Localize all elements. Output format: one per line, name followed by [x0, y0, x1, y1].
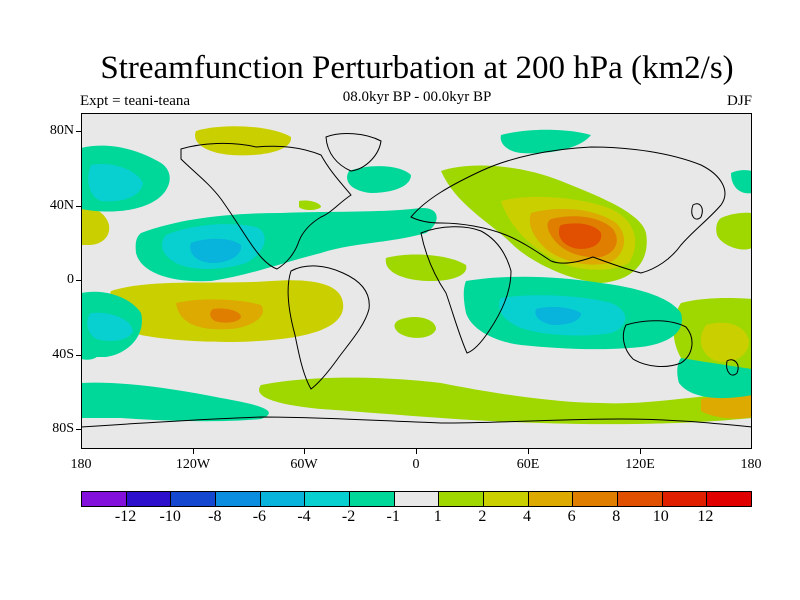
- field-southern-ocean-positive: [259, 377, 752, 425]
- coast-australia: [622, 320, 693, 367]
- x-tick-mark: [304, 449, 305, 454]
- map-plot-area: [81, 113, 752, 449]
- coast-antarctica: [81, 416, 752, 428]
- colorbar-box: [528, 492, 574, 506]
- x-tick-label: 120E: [625, 457, 655, 472]
- y-tick-label: 80S: [52, 421, 74, 436]
- x-tick-label: 0: [412, 457, 420, 472]
- colorbar-box: [707, 492, 752, 506]
- y-tick-mark: [76, 206, 81, 207]
- x-tick-label: 180: [70, 457, 92, 472]
- y-tick-mark: [76, 355, 81, 356]
- field-small-negative-2: [731, 170, 752, 194]
- colorbar-label: -1: [386, 508, 400, 525]
- colorbar-box: [82, 492, 127, 506]
- colorbar-box: [260, 492, 306, 506]
- coast-africa: [420, 226, 512, 354]
- field-north-pacific-core: [88, 163, 143, 202]
- field-central-pacific-center: [190, 238, 242, 263]
- contour-fill-layer: [81, 126, 752, 425]
- colorbar-box: [305, 492, 351, 506]
- streamfunction-map: [81, 126, 752, 428]
- y-tick-mark: [76, 131, 81, 132]
- colorbar-box: [216, 492, 261, 506]
- y-tick-label: 40N: [49, 198, 74, 213]
- coast-japan: [691, 203, 703, 220]
- field-arctic-positive: [195, 126, 292, 156]
- y-tick-label: 0: [67, 272, 74, 287]
- chart-subtitle: 08.0kyr BP - 00.0kyr BP: [342, 89, 492, 105]
- y-tick-label: 40S: [52, 347, 74, 362]
- colorbar-box: [394, 492, 440, 506]
- field-southern-ocean-negative: [81, 382, 269, 422]
- colorbar-label: 2: [478, 508, 487, 525]
- colorbar-box: [573, 492, 619, 506]
- x-tick-label: 60E: [516, 457, 540, 472]
- field-south-indian-core: [700, 322, 749, 363]
- coast-south-america: [287, 265, 370, 390]
- colorbar-label: 12: [697, 508, 714, 525]
- colorbar-label: -2: [341, 508, 356, 525]
- field-dateline-positive: [81, 207, 110, 245]
- colorbar-box: [484, 492, 529, 506]
- field-south-pole-positive: [701, 394, 752, 419]
- field-small-positive-1: [299, 200, 321, 210]
- coast-eurasia: [410, 146, 726, 274]
- field-southwest-pacific-negative: [677, 358, 752, 399]
- colorbar-label: -10: [159, 508, 181, 525]
- x-tick-mark: [640, 449, 641, 454]
- field-north-pacific-positive: [716, 212, 752, 250]
- colorbar-box: [439, 492, 485, 506]
- experiment-label: Expt = teani-teana: [80, 93, 191, 109]
- field-south-pacific-center: [210, 308, 241, 323]
- colorbar-box: [171, 492, 217, 506]
- colorbar-box: [350, 492, 395, 506]
- field-small-negative-1: [81, 340, 101, 360]
- y-tick-mark: [76, 429, 81, 430]
- y-tick-mark: [76, 280, 81, 281]
- season-label: DJF: [726, 93, 752, 109]
- field-south-indian-center-negative: [535, 306, 581, 325]
- field-south-atlantic-positive: [394, 316, 436, 338]
- y-tick-label: 80N: [49, 123, 74, 138]
- colorbar-label: -6: [252, 508, 267, 525]
- field-asia-center: [559, 223, 602, 249]
- x-tick-label: 60W: [290, 457, 318, 472]
- colorbar-box: [126, 492, 172, 506]
- x-tick-mark: [193, 449, 194, 454]
- coast-north-america: [180, 142, 352, 270]
- x-tick-mark: [416, 449, 417, 454]
- colorbar-label: -4: [297, 508, 311, 525]
- colorbar-label: 8: [612, 508, 621, 525]
- coast-new-zealand: [726, 359, 739, 376]
- colorbar-box: [662, 492, 708, 506]
- field-arctic-negative: [500, 129, 591, 154]
- field-north-atlantic-negative: [347, 166, 411, 193]
- field-east-pacific-south-core: [87, 312, 133, 341]
- colorbar-label: 4: [523, 508, 531, 525]
- colorbar-label: 10: [652, 508, 669, 525]
- colorbar-label: -8: [208, 508, 222, 525]
- colorbar: [81, 491, 752, 507]
- colorbar-label: 1: [433, 508, 442, 525]
- field-tropical-atlantic-positive: [385, 254, 467, 281]
- chart-title: Streamfunction Perturbation at 200 hPa (…: [100, 50, 734, 86]
- x-tick-label: 120W: [175, 457, 211, 472]
- coastlines: [81, 133, 752, 428]
- coast-greenland: [325, 133, 382, 172]
- colorbar-box: [618, 492, 663, 506]
- colorbar-label: 6: [567, 508, 576, 525]
- colorbar-label: -12: [114, 508, 137, 525]
- x-tick-mark: [528, 449, 529, 454]
- x-tick-label: 180: [740, 457, 762, 472]
